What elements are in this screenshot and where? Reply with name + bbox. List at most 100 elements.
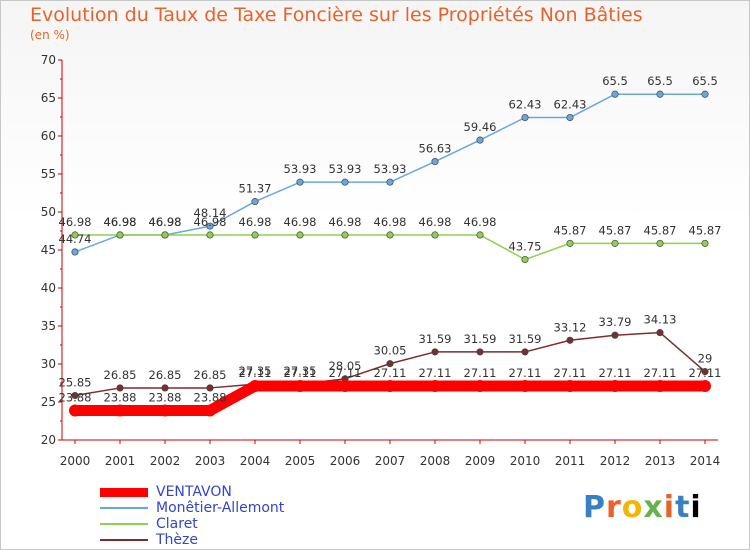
data-point [159, 404, 171, 417]
x-tick-label: 2003 [195, 454, 226, 468]
data-label: 31.59 [464, 332, 497, 346]
data-point [341, 231, 349, 239]
data-label: 44.74 [59, 232, 92, 246]
data-label: 31.59 [509, 332, 542, 346]
data-label: 53.93 [284, 162, 317, 176]
data-label: 46.98 [149, 215, 182, 229]
y-tick-label: 50 [41, 205, 56, 219]
data-point [611, 239, 619, 247]
legend-item: Monêtier-Allemont [100, 500, 284, 516]
data-label: 56.63 [419, 142, 452, 156]
data-point [566, 336, 574, 344]
data-label: 27.35 [239, 364, 272, 378]
y-tick-label: 25 [41, 395, 56, 409]
data-label: 62.43 [554, 98, 587, 112]
data-point [161, 384, 169, 392]
data-point [521, 113, 529, 122]
data-point [519, 379, 531, 392]
data-label: 51.37 [239, 182, 272, 196]
y-tick-label: 60 [41, 129, 56, 143]
data-label: 46.98 [239, 215, 272, 229]
x-tick-label: 2011 [555, 454, 586, 468]
data-label: 45.87 [554, 223, 587, 237]
data-point [206, 384, 214, 392]
legend-item: Claret [100, 516, 284, 532]
data-point [249, 379, 261, 392]
data-point [206, 231, 214, 239]
data-label: 27.35 [284, 364, 317, 378]
data-point [701, 368, 709, 376]
legend-item: Thèze [100, 532, 284, 548]
data-label: 65.5 [602, 74, 628, 88]
data-label: 23.88 [149, 391, 182, 405]
x-tick-label: 2001 [105, 454, 136, 468]
data-label: 46.98 [419, 215, 452, 229]
x-tick-label: 2014 [690, 454, 721, 468]
data-label: 23.88 [59, 391, 92, 405]
x-tick-label: 2012 [600, 454, 631, 468]
data-point [251, 198, 259, 206]
data-label: 23.88 [194, 391, 227, 405]
data-label: 46.98 [464, 215, 497, 229]
y-tick-label: 45 [41, 243, 56, 257]
data-point [609, 379, 621, 392]
data-point [654, 379, 666, 392]
data-label: 46.98 [284, 215, 317, 229]
data-label: 46.98 [329, 215, 362, 229]
x-tick-label: 2004 [240, 454, 271, 468]
x-tick-label: 2006 [330, 454, 361, 468]
data-point [701, 90, 709, 98]
data-label: 26.85 [149, 368, 182, 382]
x-tick-label: 2005 [285, 454, 316, 468]
data-point [204, 404, 216, 417]
y-tick-label: 30 [41, 357, 56, 371]
x-tick-label: 2000 [60, 454, 91, 468]
data-label: 27.11 [644, 366, 677, 380]
data-point [71, 248, 79, 256]
data-label: 46.98 [194, 215, 227, 229]
x-tick-label: 2009 [465, 454, 496, 468]
legend-label: Thèze [156, 532, 198, 548]
data-point [566, 239, 574, 247]
data-point [294, 379, 306, 392]
data-label: 62.43 [509, 98, 542, 112]
data-point [206, 222, 214, 230]
data-point [564, 379, 576, 392]
data-point [384, 379, 396, 392]
x-tick-label: 2007 [375, 454, 406, 468]
y-tick-label: 55 [41, 167, 56, 181]
data-point [69, 404, 81, 417]
x-tick-label: 2008 [420, 454, 451, 468]
data-point [656, 90, 664, 98]
data-point [161, 231, 169, 239]
data-point [386, 231, 394, 239]
data-label: 26.85 [104, 368, 137, 382]
y-tick-label: 65 [41, 91, 56, 105]
data-point [296, 178, 304, 186]
data-label: 27.11 [509, 366, 542, 380]
data-point [656, 329, 664, 337]
data-point [476, 231, 484, 239]
data-label: 26.85 [194, 368, 227, 382]
legend-label: Monêtier-Allemont [156, 500, 285, 516]
data-label: 27.11 [554, 366, 587, 380]
data-label: 33.12 [554, 320, 587, 334]
y-tick-label: 70 [41, 53, 56, 67]
data-point [611, 331, 619, 339]
data-label: 27.11 [419, 366, 452, 380]
data-label: 46.98 [149, 215, 182, 229]
data-label: 59.46 [464, 120, 497, 134]
data-label: 43.75 [509, 240, 542, 254]
data-label: 33.79 [599, 315, 632, 329]
data-label: 45.87 [599, 223, 632, 237]
data-label: 46.98 [59, 215, 92, 229]
data-point [114, 404, 126, 417]
data-label: 27.11 [689, 366, 722, 380]
data-label: 29 [698, 352, 713, 366]
data-point [699, 379, 711, 392]
legend-label: VENTAVON [156, 484, 232, 500]
legend-swatch [100, 539, 148, 541]
data-point [521, 348, 529, 356]
